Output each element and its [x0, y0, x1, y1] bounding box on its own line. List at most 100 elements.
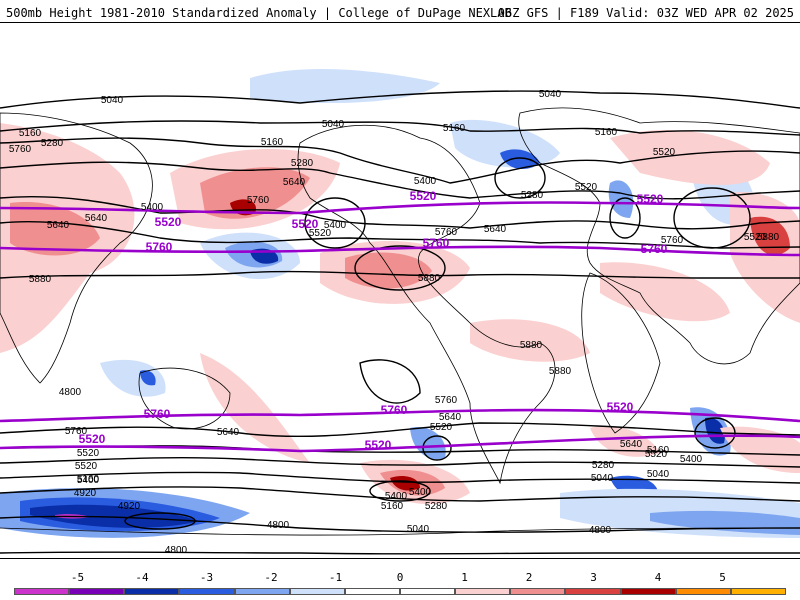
contour-label: 5880 [757, 232, 780, 243]
highlight-contour-label: 5520 [79, 432, 106, 446]
contour-label: 5880 [520, 340, 543, 351]
contour-label: 5520 [645, 449, 668, 460]
highlight-contour-label: 5520 [607, 400, 634, 414]
contour-label: 5400 [141, 202, 164, 213]
contour-label: 5760 [9, 144, 32, 155]
colorbar-swatch [510, 588, 566, 595]
contour-label: 5280 [425, 501, 448, 512]
contour-label: 5280 [41, 138, 64, 149]
contour-label: 5520 [75, 461, 98, 472]
contour-label: 5520 [309, 228, 332, 239]
colorbar-tick-label: -5 [70, 571, 85, 584]
header-title: 500mb Height 1981-2010 Standardized Anom… [6, 6, 512, 20]
contour-label: 5160 [443, 123, 466, 134]
contour-label: 5760 [435, 395, 458, 406]
contour-label: 4800 [59, 387, 82, 398]
contour-label: 5280 [592, 460, 615, 471]
colorbar-swatch [124, 588, 180, 595]
colorbar-swatch [344, 588, 400, 595]
contour-label: 5640 [484, 224, 507, 235]
contour-label: 5640 [47, 220, 70, 231]
contour-label: 5640 [217, 427, 240, 438]
highlight-contour-label: 5760 [146, 240, 173, 254]
contour-label: 5640 [439, 412, 462, 423]
highlight-contours [0, 201, 800, 453]
contour-label: 5880 [549, 366, 572, 377]
colorbar-tick-label: 2 [525, 571, 533, 584]
colorbar-swatch [675, 588, 731, 595]
contour-label: 5520 [77, 448, 100, 459]
colorbar-swatch [455, 588, 511, 595]
highlight-contour-label: 5520 [155, 215, 182, 229]
colorbar-swatch [69, 588, 125, 595]
contour-label: 5160 [381, 501, 404, 512]
contour-label: 5520 [575, 182, 598, 193]
highlight-contour-label: 5760 [641, 242, 668, 256]
anomaly-colorbar: -5 -4 -3 -2 -1 0 1 2 3 4 5 [0, 565, 800, 600]
colorbar-swatch [14, 588, 70, 595]
contour-label: 4800 [267, 520, 290, 531]
colorbar-swatch [400, 588, 456, 595]
colorbar-swatch [289, 588, 345, 595]
colorbar-tick-label: -2 [264, 571, 278, 584]
anomaly-shading [0, 68, 800, 538]
contour-label: 5160 [595, 127, 618, 138]
colorbar-tick-label: 1 [461, 571, 468, 584]
highlight-contour-label: 5520 [365, 438, 392, 452]
colorbar-tick-label: -4 [135, 571, 149, 584]
contour-label: 5160 [19, 128, 42, 139]
contour-label: 5040 [322, 119, 345, 130]
contour-label: 5760 [65, 426, 88, 437]
contour-label: 5400 [414, 176, 437, 187]
contour-label: 5520 [653, 147, 676, 158]
colorbar-tick-label: -1 [328, 571, 343, 584]
contour-label: 4800 [589, 525, 612, 536]
colorbar-swatch [620, 588, 676, 595]
contour-label: 5160 [647, 445, 670, 456]
coastlines [0, 107, 800, 536]
contour-label: 5400 [680, 454, 703, 465]
anomaly-map: 5040 5040 5040 5160 5160 5160 5160 5280 5280 5280… [0, 22, 800, 559]
contour-label: 5400 [385, 491, 408, 502]
colorbar-swatch [234, 588, 290, 595]
highlight-contour-label: 5760 [381, 403, 408, 417]
colorbar-swatch [565, 588, 621, 595]
highlight-contour-label: 5760 [144, 407, 171, 421]
colorbar-tick-label: 4 [654, 571, 662, 584]
contour-label: 5880 [29, 274, 52, 285]
contour-label: 5040 [101, 95, 124, 106]
highlight-contour-label: 5520 [410, 189, 437, 203]
header-valid-time: 06Z GFS | F189 Valid: 03Z WED APR 02 202… [497, 6, 794, 20]
highlight-contour-label: 5760 [423, 236, 450, 250]
contour-label: 5640 [85, 213, 108, 224]
contour-label: 4800 [165, 545, 188, 556]
contour-label: 5640 [283, 177, 306, 188]
colorbar-swatch [730, 588, 786, 595]
colorbar-tick-label: 3 [590, 571, 597, 584]
contour-label: 5400 [324, 220, 347, 231]
colorbar-tick-label: -3 [199, 571, 214, 584]
contour-label: 5760 [661, 235, 684, 246]
colorbar-tick-label: 0 [396, 571, 404, 584]
contour-label: 5520 [430, 422, 453, 433]
contour-label: 5040 [591, 473, 614, 484]
contour-label: 5040 [407, 524, 430, 535]
contour-label: 4920 [74, 488, 97, 499]
contour-label: 5520 [744, 232, 767, 243]
colorbar-tick-label: 5 [719, 571, 726, 584]
highlight-contour-label: 5520 [292, 217, 319, 231]
contour-label: 5040 [539, 89, 562, 100]
contour-label: 5760 [247, 195, 270, 206]
contour-label: 4920 [118, 501, 141, 512]
colorbar-swatch [179, 588, 235, 595]
highlight-contour-label: 5520 [637, 192, 664, 206]
contour-label: 5760 [435, 227, 458, 238]
contour-label: 5400 [409, 487, 432, 498]
contour-label: 5040 [647, 469, 670, 480]
contour-label: 5280 [291, 158, 314, 169]
contour-label: 5280 [521, 190, 544, 201]
contour-label: 5640 [620, 439, 643, 450]
contour-label: 5160 [261, 137, 284, 148]
